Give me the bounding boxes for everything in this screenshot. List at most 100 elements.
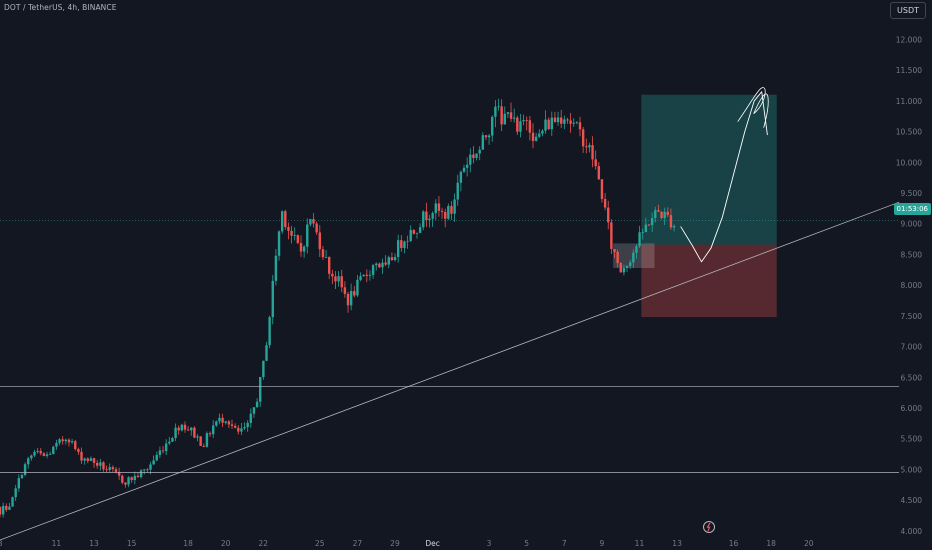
candle-body	[139, 470, 143, 478]
candle-body	[362, 274, 365, 277]
candle-body	[560, 117, 563, 124]
candle-body	[127, 477, 130, 485]
candle-body	[378, 263, 381, 268]
candle-body	[591, 145, 594, 160]
candle-body	[387, 257, 390, 265]
candle-body	[255, 401, 259, 408]
candle-body	[80, 451, 83, 461]
candle-body	[287, 226, 290, 231]
y-tick-label: 4.500	[901, 496, 923, 505]
candle-body	[1, 505, 5, 515]
currency-badge[interactable]: USDT	[890, 2, 926, 19]
pulse-icon[interactable]	[702, 520, 716, 534]
x-tick-label: 25	[315, 539, 325, 548]
candle-body	[280, 211, 284, 232]
candle-body	[130, 477, 133, 481]
candle-body	[450, 206, 453, 214]
projection-scribble	[737, 87, 769, 128]
x-tick-label: 15	[127, 539, 137, 548]
candle-body	[534, 136, 538, 141]
candle-body	[522, 120, 525, 122]
candle-body	[428, 218, 431, 221]
candle-body	[666, 211, 670, 216]
candle-body	[70, 441, 74, 443]
candle-body	[105, 469, 108, 471]
candle-body	[183, 424, 187, 430]
candle-body	[647, 224, 651, 226]
candle-body	[660, 211, 663, 219]
candle-body	[434, 203, 437, 214]
candle-body	[334, 276, 337, 282]
x-tick-label: 9	[599, 539, 604, 548]
candle-body	[171, 437, 174, 442]
candle-body	[578, 122, 582, 130]
candle-body	[669, 215, 673, 228]
candle-body	[437, 203, 441, 211]
candle-body	[284, 211, 287, 227]
candle-body	[14, 488, 17, 498]
candle-body	[525, 120, 528, 121]
candle-body	[359, 276, 362, 280]
candle-body	[349, 291, 353, 306]
candle-body	[202, 445, 205, 447]
candle-body	[174, 427, 177, 438]
candle-body	[509, 112, 513, 119]
candle-body	[17, 478, 21, 489]
candle-body	[48, 453, 52, 455]
candle-body	[544, 119, 547, 131]
candle-body	[447, 206, 450, 219]
candle-body	[39, 450, 42, 454]
candle-body	[268, 317, 271, 346]
candle-body	[121, 475, 124, 483]
x-tick-label: Dec	[425, 539, 440, 548]
candle-body	[478, 149, 481, 154]
candle-body	[221, 417, 224, 423]
candle-body	[569, 120, 572, 124]
candle-body	[318, 232, 321, 250]
candle-body	[484, 135, 488, 138]
current-price-badge: 01:53:06	[893, 203, 931, 215]
candle-body	[136, 475, 140, 478]
candle-body	[393, 256, 397, 261]
x-tick-label: 20	[221, 539, 231, 548]
candle-body	[230, 424, 234, 426]
candle-body	[566, 119, 569, 121]
y-tick-label: 11.500	[896, 66, 922, 75]
candle-body	[240, 428, 243, 432]
candle-body	[205, 433, 209, 447]
candle-body	[193, 427, 196, 438]
y-tick-label: 9.500	[901, 189, 923, 198]
candle-body	[143, 469, 146, 471]
candle-body	[64, 439, 68, 442]
candle-body	[453, 199, 456, 214]
trend-line	[0, 201, 900, 541]
candle-body	[506, 112, 510, 114]
candle-body	[371, 265, 375, 275]
y-tick-label: 11.000	[896, 97, 922, 106]
candle-body	[243, 427, 246, 429]
y-tick-label: 9.000	[901, 220, 923, 229]
candle-body	[83, 458, 86, 461]
y-tick-label: 5.000	[901, 465, 923, 474]
candle-body	[74, 441, 77, 450]
candle-body	[550, 117, 554, 130]
candle-body	[462, 167, 466, 172]
candle-body	[650, 217, 654, 226]
candle-body	[597, 166, 601, 180]
candle-body	[186, 429, 190, 431]
y-tick-label: 6.000	[901, 404, 923, 413]
candle-body	[494, 106, 497, 117]
candle-body	[312, 219, 315, 224]
candle-body	[365, 274, 369, 276]
candle-body	[556, 117, 560, 123]
candle-body	[30, 455, 33, 459]
candle-body	[400, 240, 403, 249]
candle-body	[328, 257, 331, 274]
candle-body	[356, 279, 359, 296]
candle-body	[610, 222, 613, 249]
candle-body	[259, 376, 262, 402]
candle-body	[227, 421, 231, 425]
candle-body	[296, 235, 300, 243]
candle-body	[497, 106, 500, 108]
